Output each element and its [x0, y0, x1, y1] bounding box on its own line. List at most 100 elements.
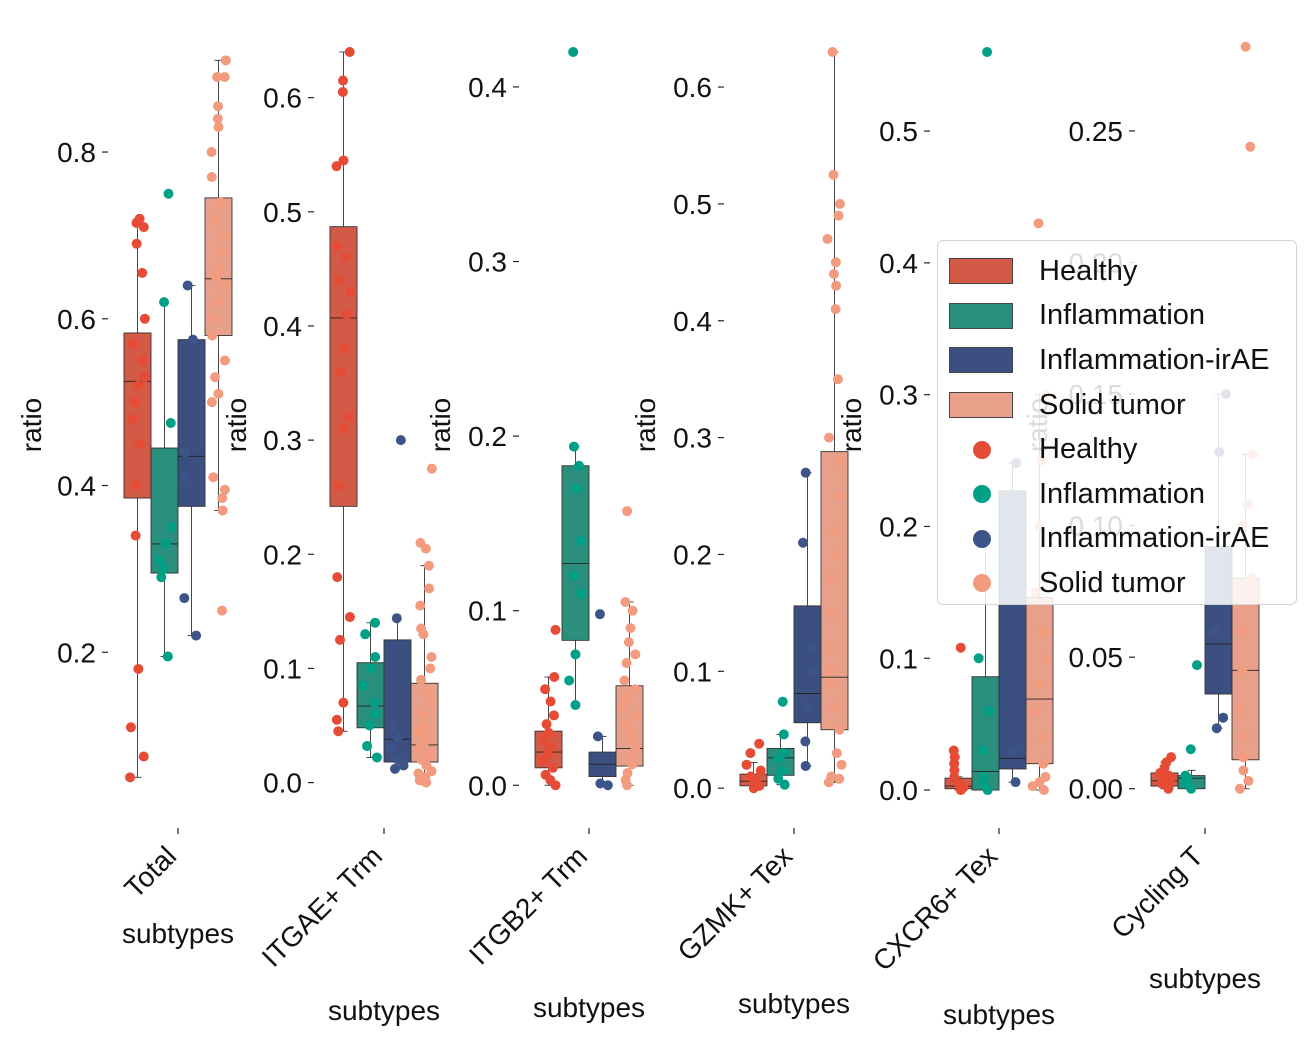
point-itgae-trm-solid-tumor	[416, 674, 427, 685]
legend-entry-box: Healthy	[938, 249, 1296, 294]
box-itgb2-trm-inflammation	[561, 465, 590, 641]
point-gzmk-tex-solid-tumor	[834, 491, 845, 502]
point-cycling-t-inflammation-irae	[1209, 625, 1220, 636]
y-tick-label-itgae-trm: 0.6	[263, 83, 302, 114]
point-itgae-trm-solid-tumor	[425, 663, 436, 674]
point-gzmk-tex-solid-tumor	[830, 257, 841, 268]
point-itgb2-trm-healthy	[543, 727, 554, 738]
point-cycling-t-solid-tumor	[1234, 704, 1245, 715]
point-gzmk-tex-solid-tumor	[824, 432, 835, 443]
point-cxcr6-tex-solid-tumor	[1033, 218, 1044, 229]
y-tick-label-itgb2-trm: 0.2	[468, 421, 507, 452]
point-itgb2-trm-healthy	[541, 719, 552, 730]
point-gzmk-tex-solid-tumor	[827, 47, 838, 57]
point-itgae-trm-solid-tumor	[413, 768, 424, 779]
y-tick-label-gzmk-tex: 0.5	[673, 189, 712, 220]
point-gzmk-tex-healthy	[741, 759, 752, 770]
point-total-inflammation	[160, 538, 171, 549]
legend-entry-box: Solid tumor	[938, 383, 1296, 428]
point-itgae-trm-solid-tumor	[424, 583, 435, 594]
point-itgb2-trm-inflammation	[570, 699, 581, 710]
point-gzmk-tex-inflammation-irae	[801, 701, 812, 712]
point-total-healthy	[134, 438, 145, 449]
point-total-solid-tumor	[213, 297, 224, 308]
point-total-inflammation	[163, 188, 174, 199]
point-itgae-trm-healthy	[334, 634, 345, 645]
y-axis-label: ratio	[221, 398, 252, 452]
point-gzmk-tex-solid-tumor	[830, 304, 841, 315]
point-cxcr6-tex-healthy	[955, 642, 966, 653]
point-cxcr6-tex-solid-tumor	[1038, 732, 1049, 743]
point-cycling-t-inflammation-irae	[1218, 712, 1229, 723]
point-itgb2-trm-solid-tumor	[625, 623, 636, 634]
point-itgb2-trm-inflammation-irae	[602, 780, 613, 791]
y-tick-label-total: 0.4	[57, 471, 96, 502]
y-tick-label-itgae-trm: 0.1	[263, 653, 302, 684]
point-itgb2-trm-solid-tumor	[622, 506, 633, 517]
point-total-inflammation	[159, 297, 170, 308]
box-total-inflammation-irae	[177, 339, 206, 507]
point-gzmk-tex-inflammation-irae	[798, 537, 809, 548]
point-itgae-trm-solid-tumor	[415, 600, 426, 611]
y-tick-label-total: 0.8	[57, 137, 96, 168]
point-itgae-trm-inflammation	[364, 720, 375, 731]
point-cxcr6-tex-inflammation-irae	[1008, 745, 1019, 756]
point-cycling-t-solid-tumor	[1234, 783, 1245, 794]
point-cycling-t-solid-tumor	[1238, 625, 1249, 636]
point-total-solid-tumor	[217, 493, 228, 504]
point-itgb2-trm-inflammation	[568, 570, 579, 581]
point-gzmk-tex-healthy	[755, 765, 766, 776]
point-gzmk-tex-solid-tumor	[825, 642, 836, 653]
point-gzmk-tex-solid-tumor	[832, 374, 843, 385]
point-total-solid-tumor	[212, 113, 223, 124]
point-gzmk-tex-solid-tumor	[822, 233, 833, 244]
point-itgae-trm-inflammation-irae	[389, 763, 400, 774]
point-itgb2-trm-solid-tumor	[630, 745, 641, 756]
point-itgb2-trm-healthy	[544, 741, 555, 752]
point-itgae-trm-inflammation	[366, 663, 377, 674]
y-axis-label: ratio	[16, 398, 47, 452]
point-itgae-trm-healthy	[332, 572, 343, 583]
x-tick-label-itgb2-trm: ITGB2+ Trm	[463, 840, 593, 970]
point-total-inflammation	[155, 555, 166, 566]
point-cxcr6-tex-inflammation	[983, 705, 994, 716]
y-tick-label-cycling-t: 0.00	[1069, 774, 1124, 805]
y-tick-label-itgae-trm: 0.0	[263, 768, 302, 799]
point-cxcr6-tex-solid-tumor	[1038, 758, 1049, 769]
y-tick-label-gzmk-tex: 0.4	[673, 306, 712, 337]
point-gzmk-tex-solid-tumor	[834, 724, 845, 735]
point-itgb2-trm-healthy	[547, 762, 558, 773]
point-cycling-t-solid-tumor	[1245, 141, 1256, 152]
point-total-inflammation-irae	[180, 447, 191, 458]
point-total-solid-tumor	[219, 280, 230, 291]
box-total-healthy	[123, 332, 152, 499]
point-itgae-trm-inflammation	[370, 709, 381, 720]
point-cycling-t-inflammation-irae	[1211, 723, 1222, 734]
point-itgb2-trm-inflammation	[568, 441, 579, 452]
point-total-solid-tumor	[207, 330, 218, 341]
legend-dot-healthy	[973, 440, 991, 459]
point-itgb2-trm-solid-tumor	[630, 684, 641, 695]
point-cycling-t-inflammation	[1191, 660, 1202, 671]
point-cxcr6-tex-inflammation	[973, 653, 984, 664]
legend-label: Inflammation-irAE	[1039, 343, 1270, 376]
point-itgb2-trm-inflammation-irae	[592, 731, 603, 742]
point-total-inflammation	[165, 418, 176, 428]
point-total-solid-tumor	[220, 230, 231, 241]
point-itgae-trm-solid-tumor	[426, 652, 437, 663]
box-gzmk-tex-solid-tumor	[820, 451, 849, 731]
y-axis-label: ratio	[425, 398, 456, 452]
point-itgae-trm-healthy	[345, 286, 356, 297]
point-cxcr6-tex-inflammation	[978, 771, 989, 782]
x-tick-label-itgae-trm: ITGAE+ Trm	[256, 840, 388, 972]
point-cycling-t-solid-tumor	[1239, 731, 1250, 742]
point-itgb2-trm-solid-tumor	[622, 768, 633, 779]
point-total-solid-tumor	[219, 72, 230, 83]
y-tick-label-itgb2-trm: 0.4	[468, 72, 507, 103]
y-tick-label-gzmk-tex: 0.6	[673, 72, 712, 103]
point-itgb2-trm-solid-tumor	[624, 752, 635, 763]
legend-entry-point: Healthy	[938, 427, 1296, 472]
x-axis-label: subtypes	[1149, 963, 1261, 994]
point-total-healthy	[127, 338, 138, 349]
legend-entry-box: Inflammation	[938, 294, 1296, 339]
